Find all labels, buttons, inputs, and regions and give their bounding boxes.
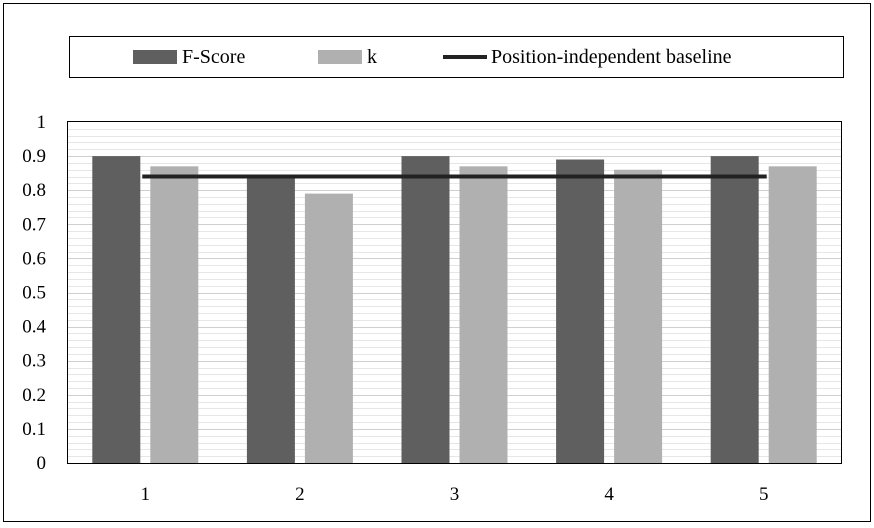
bar-k-5: [768, 166, 817, 463]
bar-f-score-2: [246, 176, 295, 463]
bar-f-score-5: [710, 156, 759, 463]
bar-k-4: [614, 169, 663, 464]
y-tick-label: 0.4: [22, 317, 46, 338]
y-tick-label: 0.5: [22, 283, 46, 304]
bars: [92, 156, 817, 464]
legend-swatch-k: [318, 50, 362, 64]
y-tick-label: 0.6: [22, 248, 46, 269]
x-tick-label: 1: [141, 484, 151, 505]
legend-label-baseline: Position-independent baseline: [491, 46, 732, 68]
bar-k-2: [304, 193, 353, 464]
x-tick-label: 5: [759, 484, 769, 505]
y-tick-label: 0: [37, 453, 47, 474]
bar-f-score-3: [401, 156, 450, 463]
y-tick-label: 0.7: [22, 214, 46, 235]
bar-f-score-1: [92, 156, 141, 463]
y-axis-ticks: 0 0.1 0.2 0.3 0.4 0.5 0.6 0.7 0.8 0.9 1: [22, 112, 46, 474]
y-tick-label: 0.3: [22, 351, 46, 372]
y-tick-label: 0.2: [22, 385, 46, 406]
bar-k-3: [459, 166, 508, 463]
legend-label-f-score: F-Score: [182, 46, 245, 68]
legend-label-k: k: [367, 46, 377, 68]
bar-k-1: [150, 166, 199, 463]
y-tick-label: 0.8: [22, 180, 46, 201]
plot-border: [67, 121, 842, 464]
y-tick-label: 0.9: [22, 146, 46, 167]
legend: F-Score k Position-independent baseline: [69, 36, 844, 78]
x-axis-ticks: 1 2 3 4 5: [141, 484, 769, 505]
y-tick-label: 1: [37, 112, 47, 133]
x-tick-label: 4: [604, 484, 614, 505]
x-tick-label: 3: [450, 484, 460, 505]
bar-f-score-4: [556, 159, 605, 463]
x-tick-label: 2: [295, 484, 305, 505]
plot-area: 0 0.1 0.2 0.3 0.4 0.5 0.6 0.7 0.8 0.9 1 1 2 3 4 5: [22, 112, 842, 505]
y-tick-label: 0.1: [22, 419, 46, 440]
legend-swatch-f-score: [133, 50, 177, 64]
